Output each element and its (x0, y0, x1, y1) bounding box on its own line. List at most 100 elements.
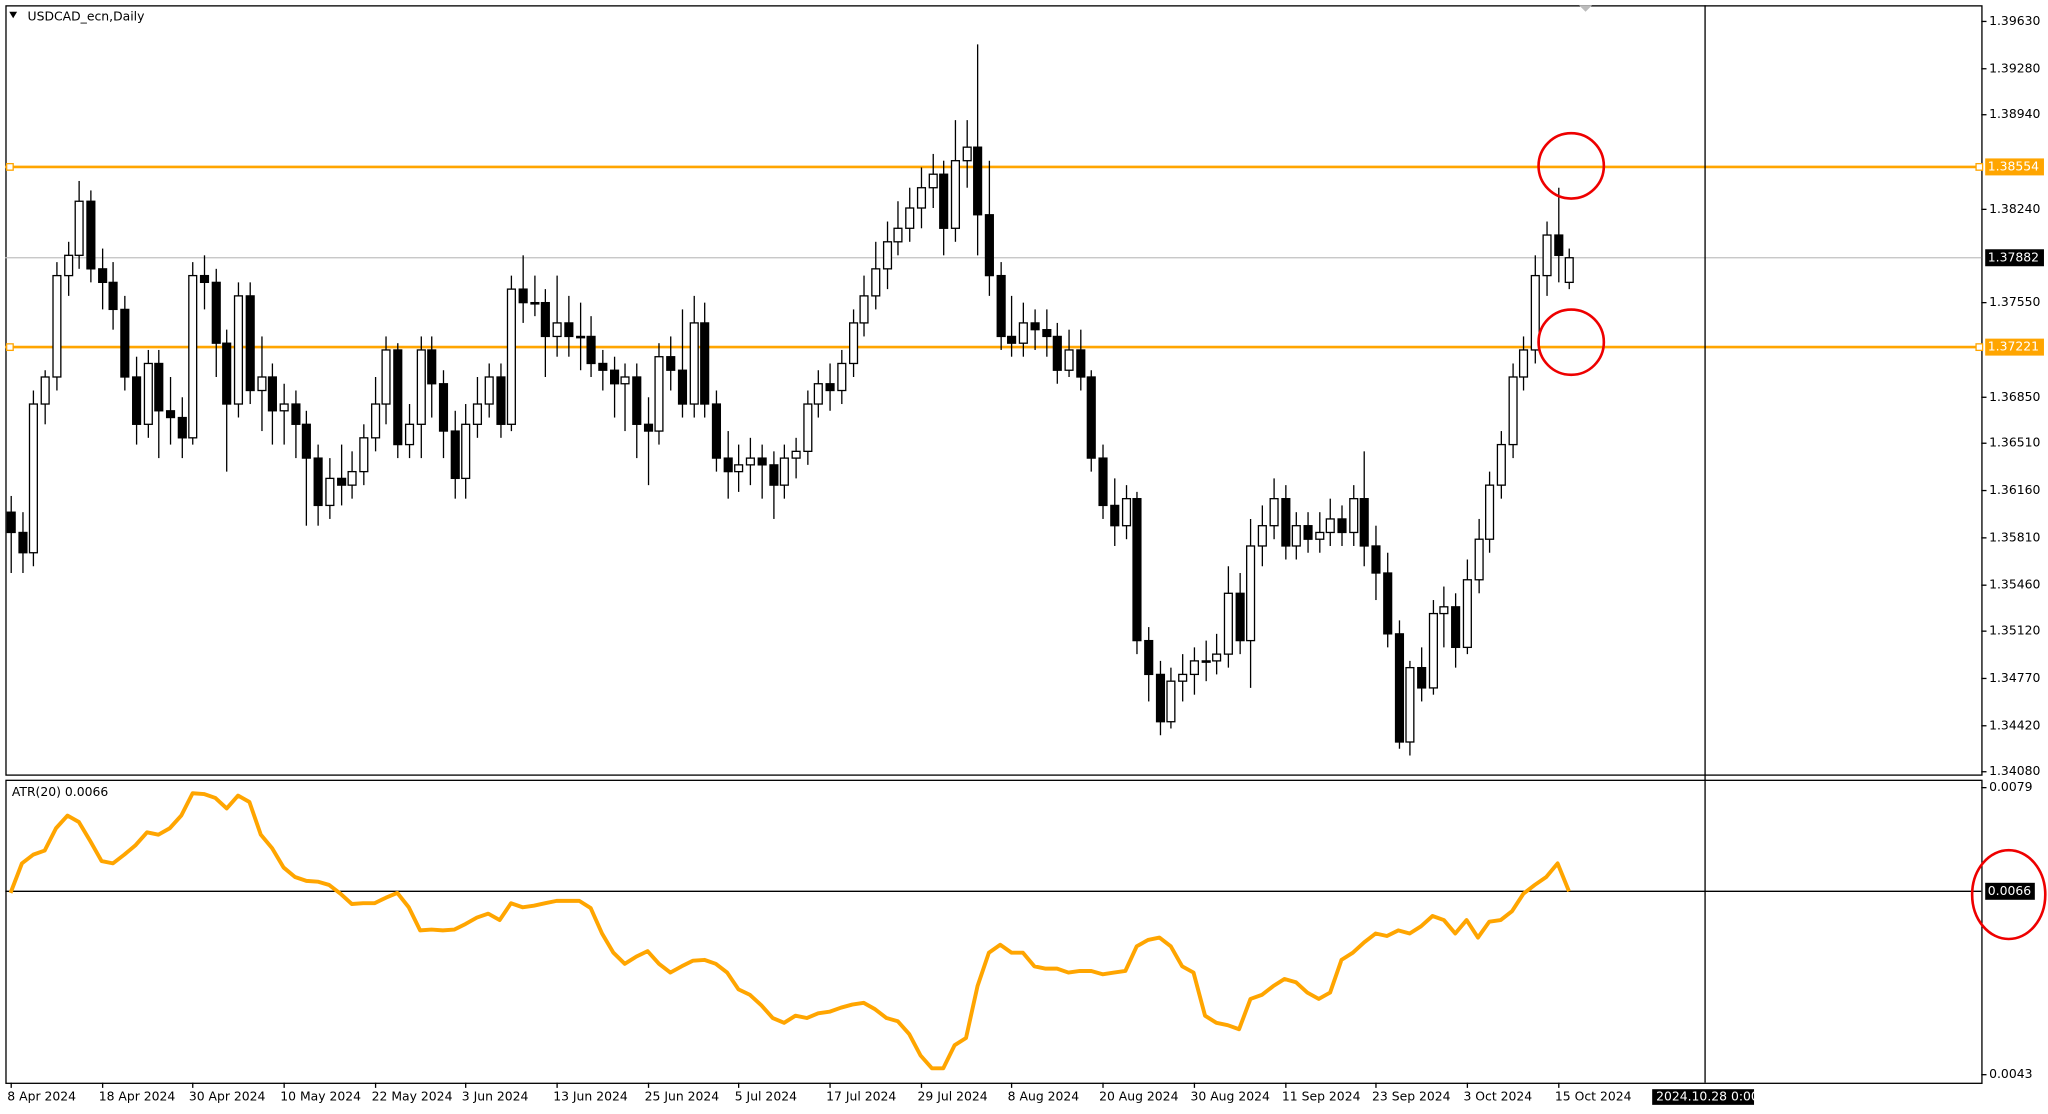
candle-body (74, 200, 84, 256)
candle-body (1417, 666, 1427, 689)
candle-body (1007, 335, 1017, 344)
candle-body (632, 376, 642, 425)
candle-body (120, 308, 130, 378)
x-tick-label: 8 Aug 2024 (1008, 1089, 1080, 1104)
last-price-box (1985, 249, 2044, 267)
y-tick-label: 1.39630 (1989, 13, 2040, 28)
x-tick-label: 10 May 2024 (280, 1089, 361, 1104)
candle-body (18, 531, 28, 554)
level-handle (5, 162, 14, 171)
y-tick-label: 1.35460 (1989, 577, 2040, 592)
x-tick-label: 23 Sep 2024 (1372, 1089, 1451, 1104)
y-tick-label: 1.38240 (1989, 201, 2040, 216)
candle-body (98, 268, 108, 284)
y-tick-label: 1.38940 (1989, 106, 2040, 121)
y-tick-label: 1.37550 (1989, 294, 2040, 309)
x-tick-label: 3 Oct 2024 (1463, 1089, 1532, 1104)
candle-body (325, 477, 335, 507)
candle-body (1451, 606, 1461, 649)
x-tick-label: 3 Jun 2024 (462, 1089, 529, 1104)
candle-body (267, 376, 277, 412)
candle-body (1189, 660, 1200, 676)
candle-body (700, 322, 710, 405)
candle-body (677, 369, 688, 405)
candle-body (337, 477, 347, 486)
candle-body (438, 383, 449, 432)
candle-body (598, 362, 608, 371)
candle-body (257, 376, 267, 392)
x-tick-label: 22 May 2024 (372, 1089, 453, 1104)
candle-body (757, 457, 767, 466)
x-tick-label: 20 Aug 2024 (1099, 1089, 1178, 1104)
candle-body (893, 227, 903, 243)
candle-body (654, 356, 664, 432)
candle-body (1076, 349, 1086, 378)
candle-body (1564, 257, 1574, 284)
annotation-circle (1537, 308, 1606, 377)
candle-body (950, 160, 961, 229)
candle-body (1246, 545, 1256, 642)
candle-body (1223, 592, 1233, 655)
candle-body (871, 268, 881, 297)
candle-body (188, 274, 198, 439)
x-tick-label: 8 Apr 2024 (7, 1089, 76, 1104)
x-tick-label: 15 Oct 2024 (1555, 1089, 1632, 1104)
candle-body (996, 274, 1006, 338)
menu-triangle[interactable] (9, 11, 18, 19)
candle-body (1394, 633, 1405, 743)
candle-body (450, 430, 460, 480)
candle-body (199, 274, 210, 284)
candle-body (1281, 498, 1291, 547)
candle-body (769, 464, 779, 486)
atr-title: ATR(20) 0.0066 (12, 784, 109, 799)
candle-body (64, 254, 74, 277)
candle-body (472, 403, 483, 425)
candle-body (1132, 498, 1142, 642)
candle-body (620, 376, 630, 385)
level-label: 1.37221 (1988, 339, 2039, 354)
level-handle (1975, 343, 1984, 352)
candle-body (586, 335, 596, 365)
candle-body (723, 457, 733, 473)
candle-body (552, 322, 562, 338)
candle-body (745, 457, 755, 466)
atr-value-label: 0.0066 (1988, 883, 2031, 898)
candle-body (496, 376, 506, 425)
candle-body (859, 295, 869, 324)
candle-body (518, 288, 528, 304)
candle-body (1337, 518, 1347, 534)
candle-body (1496, 443, 1506, 486)
candle-body (1508, 376, 1518, 446)
candle-body (301, 423, 311, 459)
chart-title: USDCAD_ecn,Daily (28, 8, 145, 23)
level-handle (1975, 162, 1984, 171)
candle-body (154, 362, 164, 412)
candle-body (643, 423, 654, 432)
candle-body (143, 362, 153, 425)
candle-body (711, 403, 722, 459)
candle-body (1018, 322, 1028, 344)
candle-body (1518, 349, 1529, 378)
candle-body (1542, 234, 1552, 277)
candle-body (734, 464, 744, 473)
y-tick-label: 0.0079 (1989, 779, 2032, 794)
x-tick-label: 17 Jul 2024 (826, 1089, 896, 1104)
candle-body (540, 301, 550, 338)
candle-body (1303, 525, 1313, 540)
candle-body (1030, 322, 1040, 331)
shift-marker (1579, 5, 1593, 12)
candle-body (973, 146, 983, 216)
candle-body (939, 173, 949, 229)
candle-body (28, 403, 38, 554)
candle-body (381, 349, 391, 405)
candle-body (245, 295, 255, 392)
y-tick-label: 1.35120 (1989, 623, 2040, 638)
candle-body (1474, 538, 1484, 581)
level-handle (5, 343, 14, 352)
x-tick-label: 30 Aug 2024 (1191, 1089, 1270, 1104)
candle-body (610, 369, 620, 385)
candle-body (1235, 592, 1245, 642)
candle-body (1178, 673, 1188, 682)
y-tick-label: 1.36510 (1989, 435, 2040, 450)
